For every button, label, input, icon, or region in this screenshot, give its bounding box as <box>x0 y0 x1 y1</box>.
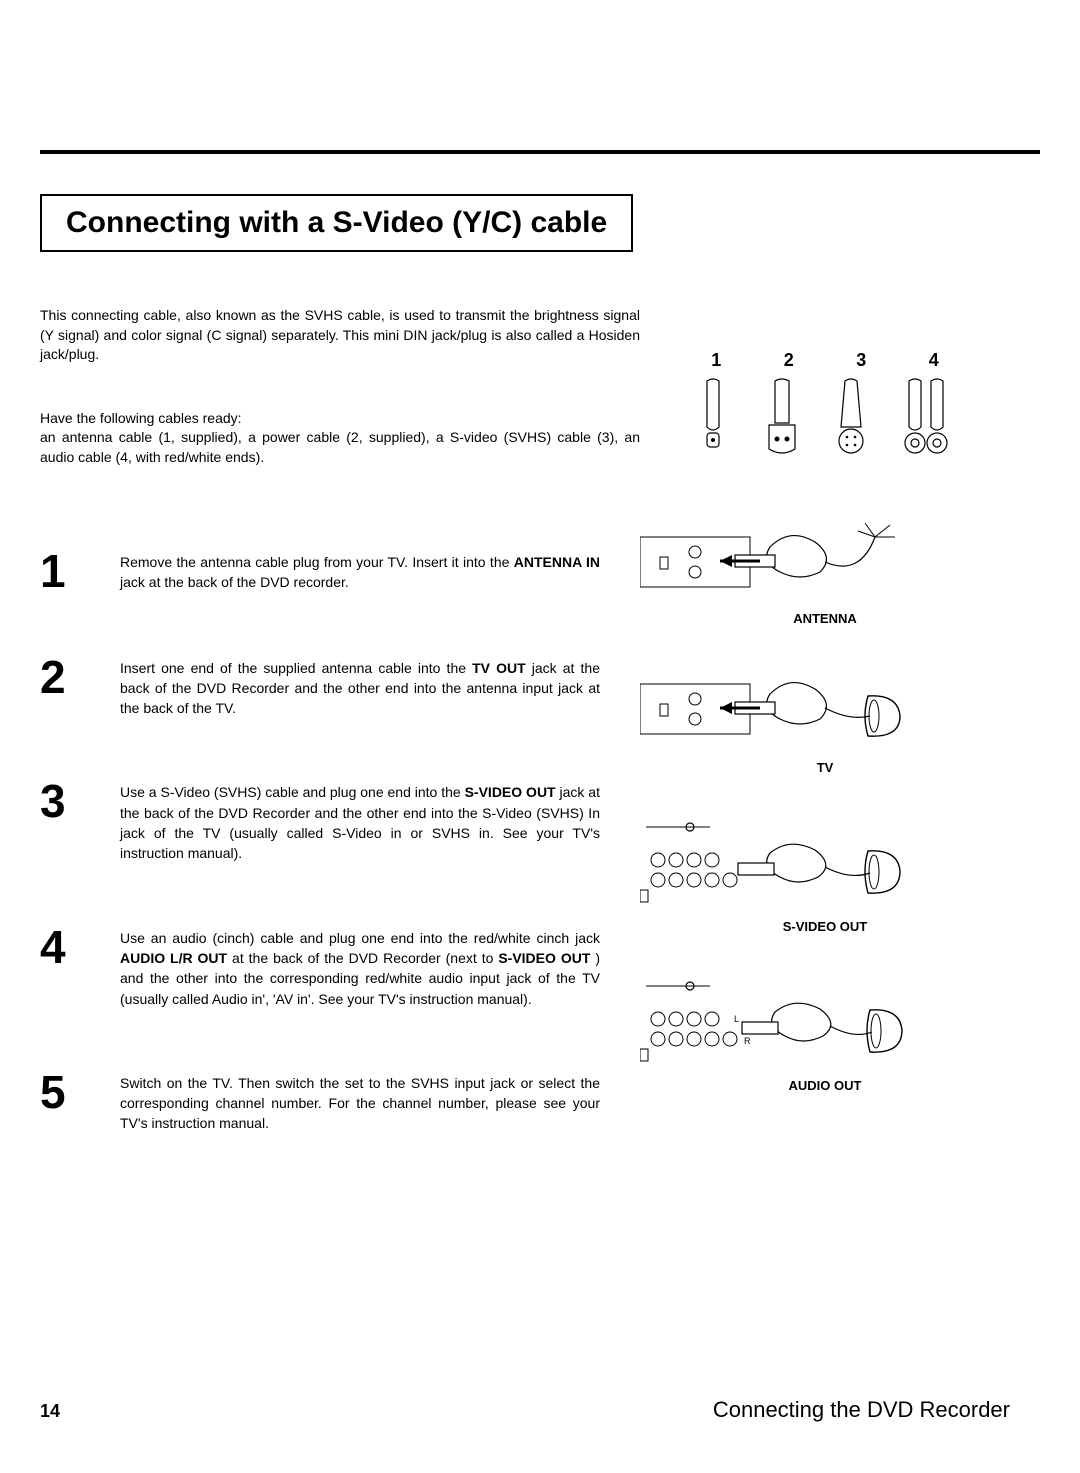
footer-title: Connecting the DVD Recorder <box>713 1397 1010 1423</box>
step-5: 5 Switch on the TV. Then switch the set … <box>40 1069 640 1134</box>
power-cable-icon <box>759 377 805 457</box>
top-rule <box>40 150 1040 154</box>
step-4-text: Use an audio (cinch) cable and plug one … <box>120 924 600 1009</box>
step-3-text: Use a S-Video (SVHS) cable and plug one … <box>120 778 600 863</box>
cable-num-1: 1 <box>711 350 721 371</box>
step-1-text: Remove the antenna cable plug from your … <box>120 548 600 593</box>
step-3: 3 Use a S-Video (SVHS) cable and plug on… <box>40 778 640 863</box>
cables-ready-label: Have the following cables ready: <box>40 410 242 426</box>
svg-text:R: R <box>744 1036 751 1046</box>
audio-cable-icon <box>897 377 957 457</box>
svideo-cable-icon <box>831 377 871 457</box>
section-title: Connecting with a S-Video (Y/C) cable <box>66 206 607 240</box>
intro-paragraph: This connecting cable, also known as the… <box>40 306 640 365</box>
cable-num-4: 4 <box>929 350 939 371</box>
right-column: 1 2 3 4 <box>640 350 1010 1133</box>
tv-diagram: TV <box>640 666 1010 775</box>
svideo-diagram-label: S-VIDEO OUT <box>640 919 1010 934</box>
step-4-num: 4 <box>40 924 120 970</box>
step-3-num: 3 <box>40 778 120 824</box>
page-footer: 14 Connecting the DVD Recorder <box>40 1397 1010 1423</box>
tv-diagram-label: TV <box>640 760 1010 775</box>
audio-diagram: L R AUDIO OUT <box>640 974 1010 1093</box>
antenna-diagram: ANTENNA <box>640 517 1010 626</box>
svg-text:L: L <box>734 1014 739 1024</box>
left-column: Have the following cables ready: an ante… <box>40 395 660 1154</box>
antenna-diagram-label: ANTENNA <box>640 611 1010 626</box>
svideo-diagram: S-VIDEO OUT <box>640 815 1010 934</box>
cables-ready: Have the following cables ready: an ante… <box>40 409 640 468</box>
step-5-num: 5 <box>40 1069 120 1115</box>
step-4: 4 Use an audio (cinch) cable and plug on… <box>40 924 640 1009</box>
section-title-box: Connecting with a S-Video (Y/C) cable <box>40 194 633 252</box>
content-row: Have the following cables ready: an ante… <box>40 395 1040 1154</box>
step-1: 1 Remove the antenna cable plug from you… <box>40 548 640 594</box>
page-number: 14 <box>40 1401 60 1422</box>
step-2: 2 Insert one end of the supplied antenna… <box>40 654 640 719</box>
step-5-text: Switch on the TV. Then switch the set to… <box>120 1069 600 1134</box>
audio-diagram-label: AUDIO OUT <box>640 1078 1010 1093</box>
step-2-num: 2 <box>40 654 120 700</box>
antenna-cable-icon <box>693 377 733 457</box>
manual-page: Connecting with a S-Video (Y/C) cable Th… <box>0 0 1080 1473</box>
cable-number-row: 1 2 3 4 <box>640 350 1010 371</box>
cable-num-2: 2 <box>784 350 794 371</box>
step-2-text: Insert one end of the supplied antenna c… <box>120 654 600 719</box>
step-1-num: 1 <box>40 548 120 594</box>
cable-illustration-row <box>640 377 1010 457</box>
cable-num-3: 3 <box>856 350 866 371</box>
cables-ready-text: an antenna cable (1, supplied), a power … <box>40 429 640 465</box>
